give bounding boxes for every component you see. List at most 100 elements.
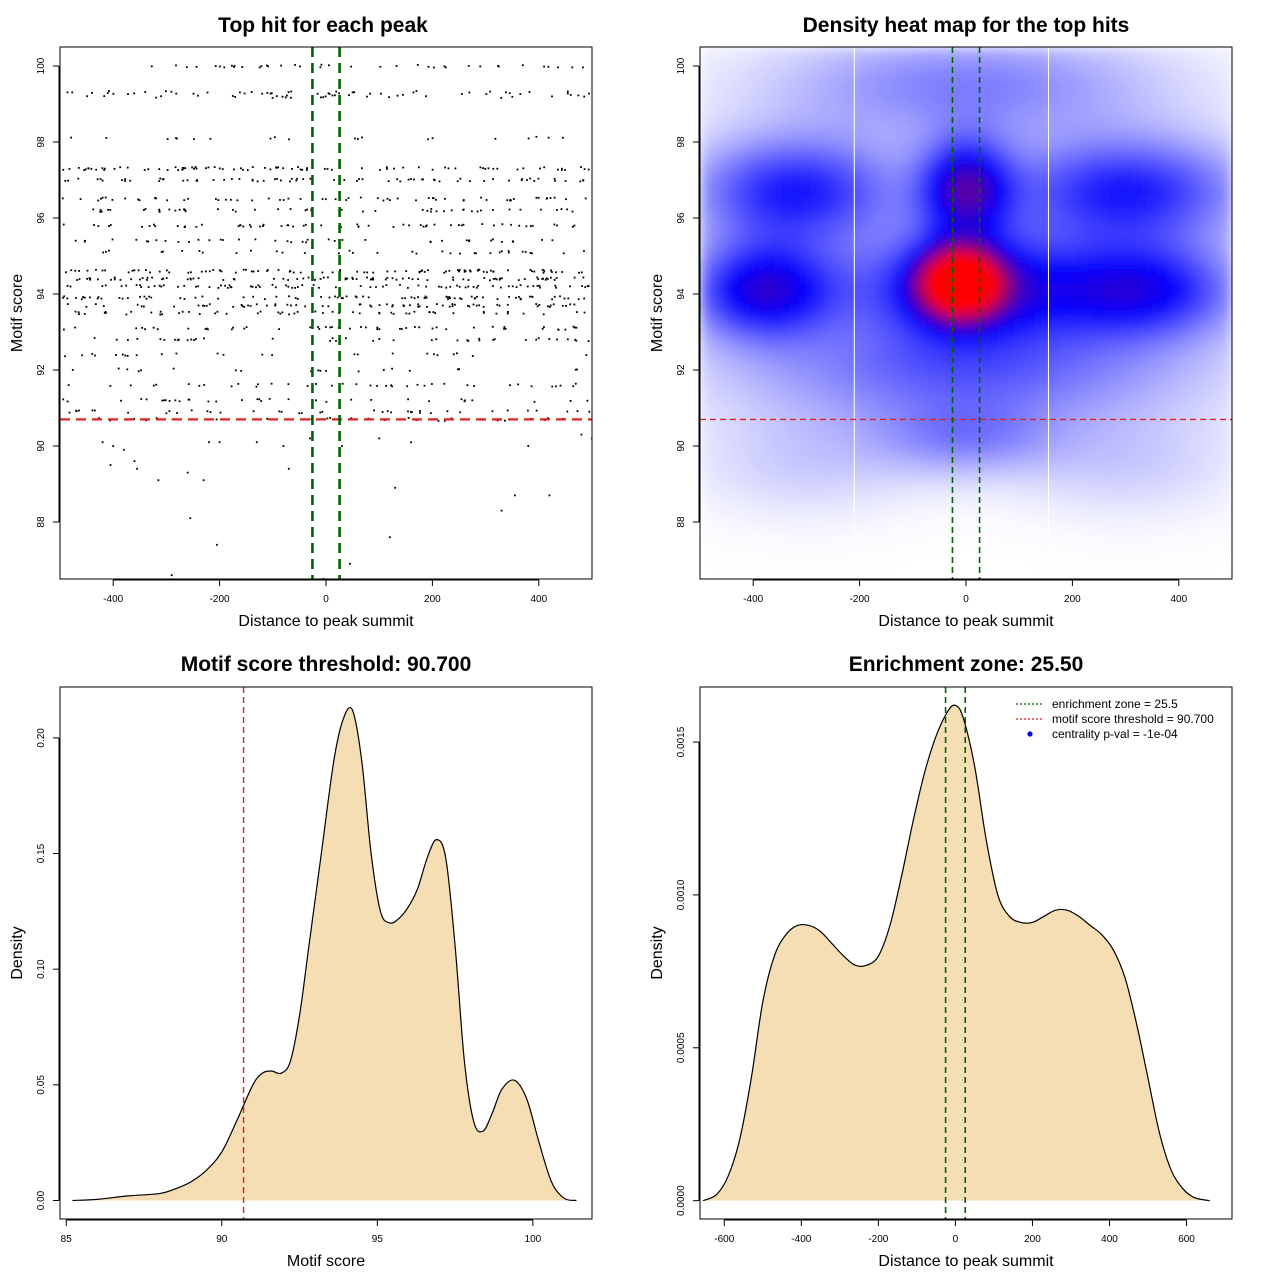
- heatmap-cell: [833, 259, 839, 268]
- scatter-point: [302, 178, 305, 180]
- heatmap-cell: [843, 123, 850, 132]
- heatmap-cell: [950, 221, 956, 230]
- heatmap-cell: [1157, 214, 1164, 223]
- heatmap-cell: [710, 191, 717, 200]
- heatmap-cell: [1083, 237, 1089, 246]
- heatmap-cell: [1083, 130, 1089, 139]
- scatter-point: [137, 370, 140, 373]
- heatmap-cell: [875, 168, 882, 177]
- heatmap-cell: [1184, 69, 1191, 78]
- scatter-point: [492, 270, 495, 273]
- scatter-point: [574, 382, 577, 385]
- heatmap-cell: [1141, 282, 1148, 291]
- heatmap-cell: [1035, 214, 1042, 223]
- scatter-point: [435, 198, 437, 201]
- heatmap-cell: [1152, 85, 1159, 94]
- heatmap-cell: [902, 168, 909, 177]
- heatmap-cell: [758, 290, 765, 299]
- heatmap-cell: [1189, 107, 1196, 116]
- heatmap-cell: [971, 282, 978, 291]
- heatmap-cell: [731, 69, 738, 78]
- heatmap-cell: [1216, 130, 1222, 139]
- heatmap-cell: [785, 252, 792, 261]
- scatter-point: [500, 97, 503, 99]
- heatmap-cell: [779, 130, 786, 139]
- heatmap-cell: [1088, 62, 1095, 71]
- heatmap-cell: [928, 275, 935, 284]
- heatmap-cell: [1221, 176, 1228, 185]
- heatmap-cell: [928, 206, 935, 215]
- heatmap-cell: [774, 214, 781, 223]
- heatmap-cell: [1114, 161, 1121, 170]
- heatmap-cell: [1035, 191, 1042, 200]
- heatmap-cell: [1077, 206, 1084, 215]
- heatmap-cell: [902, 282, 909, 291]
- heatmap-cell: [715, 183, 722, 192]
- heatmap-cell: [795, 214, 802, 223]
- scatter-point: [104, 269, 106, 272]
- heatmap-cell: [966, 199, 972, 208]
- heatmap-cell: [928, 47, 935, 56]
- heatmap-cell: [864, 69, 871, 78]
- heatmap-cell: [928, 259, 935, 268]
- heatmap-cell: [747, 313, 754, 322]
- heatmap-cell: [1210, 176, 1217, 185]
- heatmap-cell: [971, 130, 978, 139]
- heatmap-cell: [928, 123, 935, 132]
- scatter-point: [181, 250, 184, 252]
- heatmap-cell: [923, 244, 930, 253]
- heatmap-cell: [838, 54, 845, 63]
- heatmap-cell: [1003, 221, 1010, 230]
- heatmap-cell: [1067, 69, 1073, 78]
- heatmap-cell: [1083, 305, 1089, 314]
- heatmap-cell: [966, 252, 972, 261]
- heatmap-cell: [997, 62, 1004, 71]
- scatter-point: [542, 277, 544, 280]
- heatmap-cell: [1216, 244, 1222, 253]
- heatmap-cell: [1061, 199, 1068, 208]
- heatmap-cell: [1221, 275, 1228, 284]
- heatmap-cell: [1146, 191, 1153, 200]
- heatmap-cell: [774, 297, 781, 306]
- heatmap-cell: [1205, 259, 1212, 268]
- heatmap-cell: [1141, 145, 1148, 154]
- heatmap-cell: [1162, 282, 1169, 291]
- heatmap-cell: [747, 130, 754, 139]
- scatter-point: [158, 180, 161, 182]
- scatter-point: [427, 138, 429, 141]
- scatter-point: [262, 179, 265, 182]
- scatter-point: [423, 297, 426, 299]
- heatmap-cell: [705, 62, 712, 71]
- heatmap-cell: [997, 191, 1004, 200]
- scatter-point: [390, 384, 392, 387]
- scatter-point: [306, 238, 309, 241]
- heatmap-cell: [1013, 290, 1020, 299]
- heatmap-cell: [742, 206, 749, 215]
- heatmap-cell: [971, 214, 978, 223]
- heatmap-cell: [817, 92, 823, 101]
- scatter-point: [299, 65, 301, 68]
- heatmap-cell: [763, 191, 770, 200]
- heatmap-cell: [1173, 85, 1180, 94]
- scatter-point: [66, 400, 69, 403]
- scatter-point: [186, 471, 189, 474]
- heatmap-cell: [1056, 305, 1063, 314]
- heatmap-cell: [950, 259, 956, 268]
- heatmap-cell: [1013, 92, 1020, 101]
- heatmap-cell: [838, 221, 845, 230]
- heatmap-cell: [966, 206, 972, 215]
- heatmap-cell: [769, 130, 776, 139]
- scatter-point: [204, 270, 207, 273]
- heatmap-cell: [710, 115, 717, 124]
- scatter-point: [472, 303, 475, 306]
- scatter-point: [258, 398, 261, 401]
- heatmap-cell: [795, 161, 802, 170]
- scatter-point: [97, 296, 100, 298]
- heatmap-cell: [742, 259, 749, 268]
- heatmap-cell: [763, 275, 770, 284]
- heatmap-cell: [886, 92, 893, 101]
- heatmap-cell: [1088, 282, 1095, 291]
- heatmap-cell: [870, 252, 877, 261]
- scatter-point: [471, 210, 473, 213]
- heatmap-cell: [896, 275, 903, 284]
